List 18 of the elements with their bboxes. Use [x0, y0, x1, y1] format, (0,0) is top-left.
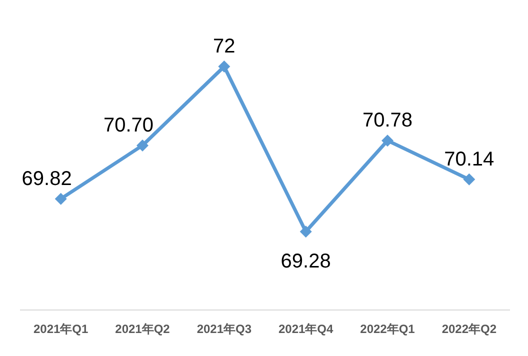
- x-tick-label: 2022年Q1: [360, 322, 416, 336]
- x-tick-label: 2021年Q2: [115, 322, 170, 336]
- point: [218, 60, 230, 73]
- point: [463, 173, 476, 186]
- data-label: 69.28: [280, 250, 331, 273]
- point: [300, 226, 312, 238]
- point: [136, 139, 148, 152]
- point: [54, 192, 67, 205]
- x-tick-label: 2022年Q2: [442, 322, 497, 336]
- x-tick-label: 2021年Q4: [278, 322, 334, 336]
- data-label: 69.82: [22, 168, 72, 190]
- x-tick-label: 2021年Q1: [33, 322, 89, 336]
- point: [382, 134, 394, 147]
- data-label: 70.78: [362, 110, 413, 132]
- data-label: 70.70: [103, 114, 154, 136]
- x-tick-label: 2021年Q3: [196, 322, 252, 336]
- data-label: 70.14: [444, 148, 494, 170]
- data-label: 72: [213, 36, 236, 58]
